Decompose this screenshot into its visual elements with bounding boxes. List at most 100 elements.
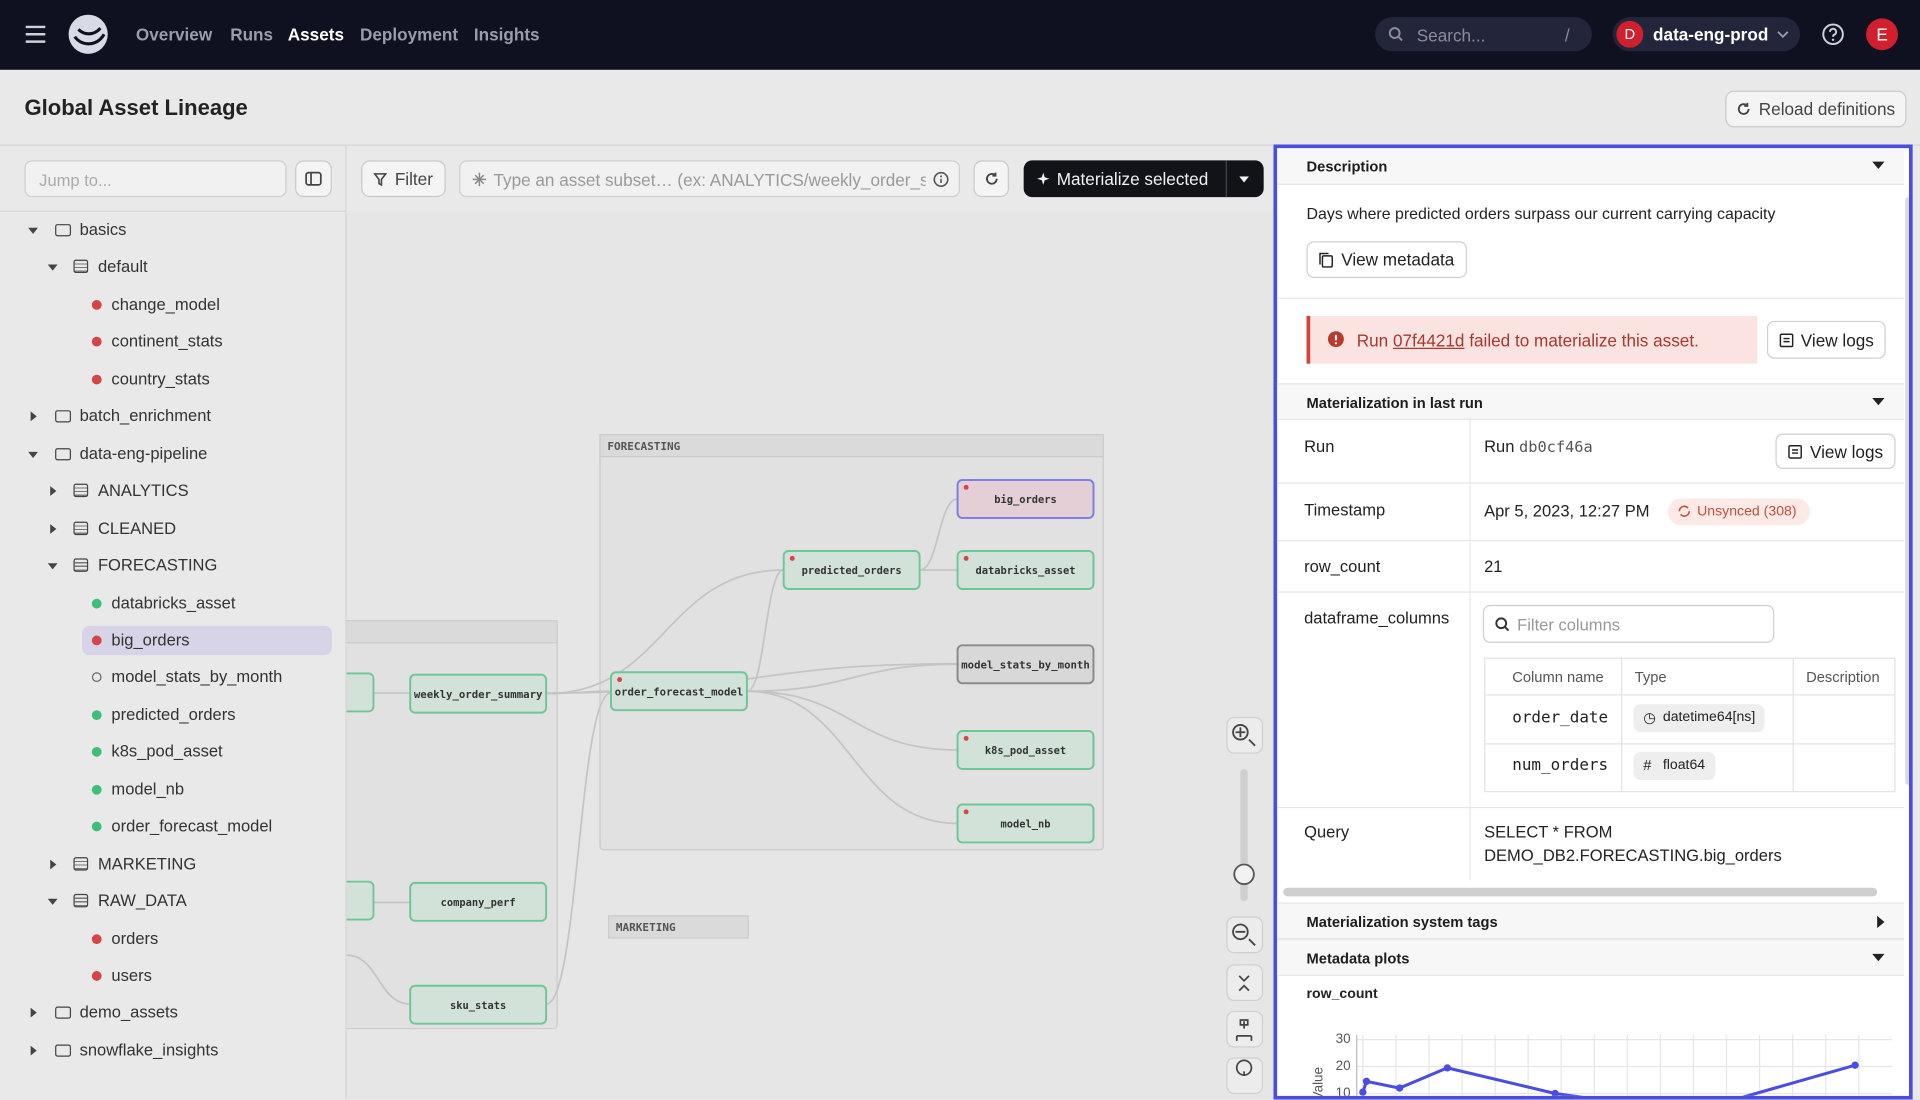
y-axis-label: Value [1310,1067,1325,1096]
expand-arrow[interactable] [50,859,56,869]
reload-button[interactable]: Reload definitions [1725,91,1906,128]
expand-arrow[interactable] [50,486,56,496]
expand-arrow[interactable] [28,451,38,457]
node-status-dot [964,809,969,814]
section-header[interactable]: Materialization in last run [1277,383,1904,420]
materialize-label: Materialize selected [1057,169,1209,189]
folder-label[interactable]: ANALYTICS [98,481,189,499]
section-title: Metadata plots [1307,950,1410,967]
nav-item[interactable]: Insights [474,24,540,44]
vertical-scrollbar[interactable] [1905,197,1911,785]
folder-label[interactable]: snowflake_insights [80,1041,219,1059]
group-icon [73,484,88,497]
graph-control-button[interactable] [1227,1011,1263,1047]
view-logs-button[interactable]: View logs [1776,433,1896,469]
view-logs-label: View logs [1801,330,1874,350]
help-icon[interactable] [1821,22,1845,46]
view-metadata-button[interactable]: View metadata [1307,241,1467,278]
expand-arrow[interactable] [48,563,58,569]
metadata-row: Run Run db0cf46a View logs [1277,420,1904,484]
run-id[interactable]: db0cf46a [1519,437,1593,455]
expand-arrow[interactable] [31,412,37,422]
asset-label[interactable]: users [111,966,151,984]
asset-label[interactable]: orders [111,929,158,947]
error-prefix: Run [1357,331,1388,351]
materialize-divider [1226,160,1227,197]
zoom-handle[interactable] [1234,864,1254,884]
subset-input[interactable]: Type an asset subset… (ex: ANALYTICS/wee… [459,160,960,197]
type-label: datetime64[ns] [1663,710,1755,725]
view-logs-button[interactable]: View logs [1767,321,1886,359]
row-label: row_count [1304,557,1380,575]
folder-label[interactable]: default [98,258,148,276]
sparkle-icon [471,171,487,187]
lineage-graph[interactable]: FORECASTINGMARKETINGbig_ordersdatabricks… [347,211,1274,1100]
run-link[interactable]: 07f4421d [1393,331,1465,351]
filter-button[interactable]: Filter [361,160,445,197]
section-title: Materialization in last run [1307,394,1483,411]
asset-tree: basics default change_model continent_stats… [0,0,345,1100]
reload-icon [1737,102,1752,117]
asset-node-label: order_forecast_model [615,686,744,698]
status-dot [92,971,102,981]
unsynced-badge[interactable]: Unsynced (308) [1668,498,1810,525]
folder-label[interactable]: demo_assets [80,1003,178,1021]
error-suffix: failed to materialize this asset. [1469,331,1699,351]
folder-label[interactable]: batch_enrichment [80,407,211,425]
filter-columns-input[interactable]: Filter columns [1483,605,1774,643]
group-icon [73,260,88,273]
folder-icon [55,224,71,236]
asset-label[interactable]: model_stats_by_month [111,668,282,686]
asset-label[interactable]: big_orders [111,631,189,649]
folder-label[interactable]: CLEANED [98,519,176,537]
row-label: Timestamp [1304,501,1385,519]
asset-label[interactable]: order_forecast_model [111,817,272,835]
asset-label[interactable]: country_stats [111,370,209,388]
section-header[interactable]: Materialization system tags [1277,902,1904,939]
expand-arrow[interactable] [50,524,56,534]
folder-label[interactable]: data-eng-pipeline [80,444,208,462]
asset-node-label: model_stats_by_month [961,660,1090,672]
asset-label[interactable]: databricks_asset [111,593,235,611]
asset-node-label: big_orders [994,494,1057,506]
folder-label[interactable]: MARKETING [98,854,196,872]
row-label: Run [1304,437,1334,455]
graph-control-button[interactable] [1227,965,1263,1001]
user-avatar[interactable]: E [1866,18,1898,50]
materialize-caret[interactable] [1239,176,1249,182]
view-metadata-label: View metadata [1341,250,1454,270]
metadata-row: row_count 21 [1277,541,1904,592]
materialize-button[interactable]: Materialize selected [1024,160,1264,197]
asset-label[interactable]: change_model [111,295,219,313]
expand-arrow[interactable] [28,228,38,234]
expand-arrow[interactable] [48,265,58,271]
asset-label[interactable]: model_nb [111,780,184,798]
refresh-button[interactable] [973,160,1009,197]
group-icon [73,857,88,870]
horizontal-scrollbar[interactable] [1283,888,1877,897]
logs-icon [1788,444,1803,459]
folder-label[interactable]: basics [80,220,127,238]
zoom-out-button[interactable] [1227,917,1263,953]
folder-label[interactable]: FORECASTING [98,556,217,574]
y-tick-label: 30 [1336,1031,1351,1046]
plot-point [1396,1084,1403,1091]
nav-item[interactable]: Deployment [360,24,458,44]
folder-label[interactable]: RAW_DATA [98,892,187,910]
group-icon [73,521,88,534]
asset-label[interactable]: continent_stats [111,332,222,350]
asset-label[interactable]: predicted_orders [111,705,235,723]
asset-label[interactable]: k8s_pod_asset [111,742,222,760]
zoom-in-button[interactable] [1227,718,1263,754]
section-header[interactable]: Description [1277,148,1904,185]
timestamp-value: Apr 5, 2023, 12:27 PM [1484,502,1649,520]
expand-arrow[interactable] [48,899,58,905]
expand-arrow[interactable] [31,1046,37,1056]
expand-arrow[interactable] [31,1008,37,1018]
section-header[interactable]: Metadata plots [1277,939,1904,976]
metadata-row: Timestamp Apr 5, 2023, 12:27 PM Unsynced… [1277,484,1904,542]
group-header [347,621,558,643]
status-dot [92,934,102,944]
status-dot [92,785,102,795]
